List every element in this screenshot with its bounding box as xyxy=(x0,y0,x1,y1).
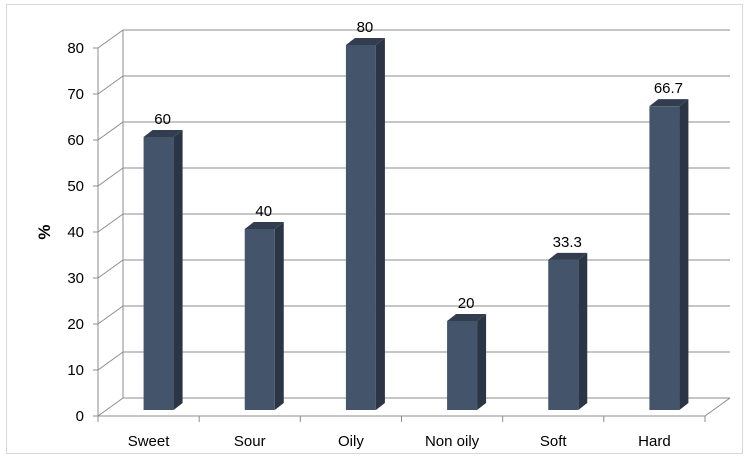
gridline-diagonal xyxy=(97,75,124,95)
bar-top xyxy=(447,314,487,321)
gridline-diagonal xyxy=(97,121,124,141)
bar-front xyxy=(548,259,579,410)
y-tick-label: 40 xyxy=(67,224,84,241)
data-label: 80 xyxy=(357,19,374,36)
data-label: 20 xyxy=(458,295,475,312)
category-label: Sour xyxy=(234,433,266,450)
data-label: 60 xyxy=(154,111,171,128)
gridline-diagonal xyxy=(97,167,124,187)
bar-front xyxy=(447,321,478,410)
bar-top xyxy=(244,222,284,229)
floor-right-edge xyxy=(704,397,731,417)
bar-front xyxy=(143,137,174,410)
category-label: Sweet xyxy=(128,433,171,450)
bars xyxy=(143,38,689,411)
bar-side xyxy=(375,38,385,410)
bar-top xyxy=(345,38,385,45)
y-tick-label: 10 xyxy=(67,362,84,379)
bar-side xyxy=(173,130,183,410)
bar-hard xyxy=(649,99,689,411)
y-tick-label: 30 xyxy=(67,270,84,287)
gridline-diagonal xyxy=(97,213,124,233)
y-tick-label: 0 xyxy=(76,408,84,425)
data-label: 33.3 xyxy=(553,234,582,251)
bar-side xyxy=(477,314,487,410)
bar-front xyxy=(649,106,680,411)
category-label: Hard xyxy=(638,433,671,450)
gridline-diagonal xyxy=(97,259,124,279)
bar-soft xyxy=(548,252,588,410)
y-tick-label: 50 xyxy=(67,178,84,195)
y-axis-title: % xyxy=(35,224,54,239)
bar-non-oily xyxy=(447,314,487,410)
bar-front xyxy=(244,229,275,410)
data-label: 66.7 xyxy=(654,80,683,97)
gridline-diagonal xyxy=(97,305,124,325)
bar-top xyxy=(548,252,588,260)
y-tick-label: 70 xyxy=(67,86,84,103)
bar-oily xyxy=(345,38,385,410)
bar-sour xyxy=(244,222,284,410)
y-tick-label: 20 xyxy=(67,316,84,333)
bar-side xyxy=(578,252,588,410)
bar-sweet xyxy=(143,130,183,410)
y-tick-label: 60 xyxy=(67,132,84,149)
bar-side xyxy=(274,222,284,410)
category-label: Oily xyxy=(338,433,364,450)
axes xyxy=(93,47,731,422)
bar-front xyxy=(345,45,376,410)
gridlines xyxy=(97,29,730,417)
category-label: Soft xyxy=(540,433,568,450)
gridline-diagonal xyxy=(97,29,124,49)
category-label: Non oily xyxy=(425,433,480,450)
gridline-diagonal xyxy=(97,351,124,371)
gridline-diagonal xyxy=(97,397,124,417)
bar-top xyxy=(143,130,183,137)
data-label: 40 xyxy=(255,203,272,220)
y-tick-labels: 0 10 20 30 40 50 60 70 80 xyxy=(67,40,84,425)
category-labels: Sweet Sour Oily Non oily Soft Hard xyxy=(128,433,671,450)
bar-top xyxy=(649,99,689,107)
y-tick-label: 80 xyxy=(67,40,84,57)
bar-side xyxy=(679,99,689,411)
data-labels: 60 40 80 20 33.3 66.7 xyxy=(154,19,683,312)
